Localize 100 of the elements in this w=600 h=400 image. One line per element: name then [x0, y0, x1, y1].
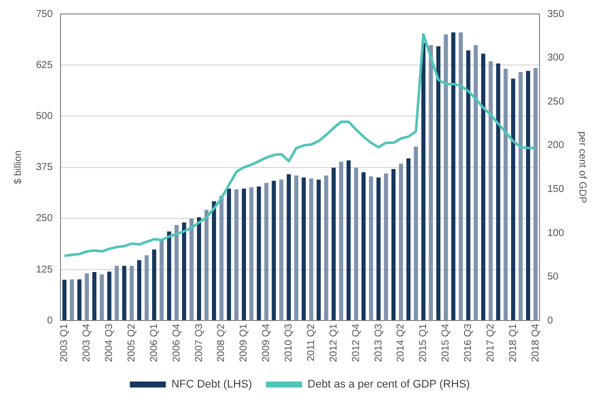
bar	[272, 180, 276, 320]
x-tick-label: 2003 Q4	[82, 323, 93, 362]
x-tick-label: 2014 Q2	[396, 323, 407, 362]
bar	[130, 266, 134, 320]
bar	[384, 173, 388, 320]
bar	[354, 168, 358, 320]
y-tick-label: 0	[47, 315, 54, 326]
x-tick-label: 2018 Q1	[508, 323, 519, 362]
x-tick-label: 2017 Q2	[485, 323, 496, 362]
bar	[100, 274, 104, 320]
bar	[488, 61, 493, 320]
bar	[234, 189, 238, 320]
bar	[84, 273, 89, 320]
bar	[376, 178, 381, 320]
x-tick-label: 2012 Q1	[328, 323, 340, 362]
x-tick-label: 2015 Q4	[440, 323, 452, 362]
x-tick-label: 2010 Q3	[284, 323, 295, 362]
bar	[316, 180, 321, 320]
x-tick-label: 2003 Q1	[59, 323, 70, 362]
bar	[451, 32, 456, 320]
bar	[436, 46, 440, 320]
bar	[182, 222, 186, 320]
bar	[504, 68, 508, 320]
bar	[391, 168, 396, 320]
bar	[294, 175, 298, 320]
bar	[242, 188, 246, 320]
y2-tick-label: 0	[547, 315, 554, 326]
y2-tick-label: 250	[547, 96, 564, 108]
y-tick-label: 375	[36, 162, 54, 174]
bar	[518, 72, 523, 320]
y2-tick-label: 150	[547, 184, 564, 195]
bar	[324, 175, 328, 320]
bar	[526, 70, 530, 320]
bar	[428, 45, 433, 320]
bar	[421, 43, 426, 320]
bar	[122, 266, 126, 320]
y2-tick-label: 350	[547, 8, 564, 20]
bar	[339, 162, 344, 320]
bar	[152, 249, 156, 320]
y-tick-label: 625	[36, 60, 54, 71]
x-tick-label: 2006 Q4	[171, 323, 182, 362]
bar	[286, 174, 291, 320]
y-tick-label: 500	[36, 110, 54, 122]
bar	[474, 45, 478, 320]
bar	[309, 178, 314, 320]
bar	[226, 188, 232, 320]
bar	[204, 210, 209, 320]
bar	[496, 63, 500, 320]
bar	[160, 240, 164, 320]
bar	[368, 176, 374, 320]
x-tick-label: 2009 Q4	[261, 323, 272, 362]
x-tick-label: 2005 Q2	[126, 323, 138, 362]
bar	[256, 186, 261, 320]
y2-axis-title: per cent of GDP	[576, 131, 588, 204]
x-tick-label: 2015 Q1	[418, 323, 430, 362]
bar	[137, 260, 142, 320]
bar	[362, 172, 366, 320]
x-tick-label: 2016 Q3	[463, 323, 474, 362]
x-tick-label: 2011 Q2	[306, 323, 317, 362]
bar	[174, 224, 179, 320]
y2-tick-label: 300	[547, 52, 564, 64]
y2-tick-label: 100	[547, 228, 564, 239]
bar	[212, 201, 216, 320]
x-tick-label: 2012 Q4	[350, 323, 362, 362]
x-tick-label: 2006 Q1	[148, 323, 160, 362]
y-axis-title: $ billion	[12, 150, 24, 184]
x-tick-label: 2008 Q2	[216, 323, 228, 362]
x-tick-label: 2018 Q4	[530, 323, 542, 362]
y-tick-label: 125	[36, 264, 54, 276]
bar	[302, 178, 306, 320]
bar	[114, 266, 119, 320]
bar	[279, 180, 284, 320]
bar	[190, 218, 194, 320]
y-tick-label: 750	[36, 8, 54, 20]
bar	[444, 34, 448, 320]
bar	[406, 158, 410, 320]
bar	[481, 54, 486, 320]
legend-label: NFC Debt (LHS)	[171, 378, 252, 391]
legend-label: Debt as a per cent of GDP (RHS)	[308, 378, 470, 391]
bar	[62, 280, 66, 320]
x-tick-label: 2007 Q3	[194, 323, 205, 362]
bar	[458, 32, 463, 320]
bar	[144, 255, 149, 320]
bar	[167, 232, 172, 320]
bar	[92, 272, 96, 320]
y2-tick-label: 200	[547, 140, 564, 152]
bar	[332, 168, 336, 320]
bar	[534, 68, 538, 320]
x-tick-label: 2009 Q1	[238, 323, 250, 362]
bar	[414, 146, 418, 320]
y2-tick-label: 50	[547, 272, 559, 283]
bar	[219, 196, 224, 320]
x-tick-label: 2013 Q3	[373, 323, 384, 362]
bar	[466, 50, 470, 320]
bar	[398, 164, 404, 320]
bar	[346, 160, 351, 320]
bar	[511, 78, 516, 320]
bar	[196, 217, 202, 320]
bar	[70, 279, 74, 320]
bar	[264, 182, 268, 320]
